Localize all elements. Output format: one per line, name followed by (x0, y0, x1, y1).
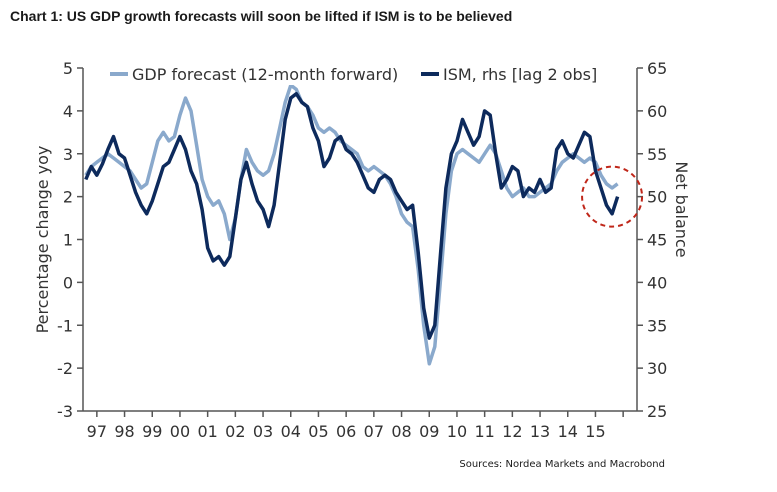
series-group (84, 83, 644, 366)
left-tick-label: 1 (63, 231, 73, 250)
legend-background (105, 63, 615, 85)
x-tick-label: 08 (391, 422, 411, 441)
right-tick-label: 50 (647, 188, 667, 207)
x-tick-label: 99 (142, 422, 162, 441)
left-tick-label: -3 (57, 402, 73, 421)
gdp-forecast-line (84, 83, 619, 366)
x-tick-label: 97 (87, 422, 107, 441)
x-tick-label: 04 (281, 422, 301, 441)
right-tick-label: 55 (647, 145, 667, 164)
right-tick-label: 60 (647, 102, 667, 121)
right-tick-label: 30 (647, 359, 667, 378)
x-tick-label: 00 (170, 422, 190, 441)
left-axis-title: Percentage change yoy (33, 146, 52, 334)
x-tick-label: 14 (558, 422, 578, 441)
right-axis-title: Net balance (672, 161, 691, 257)
left-tick-label: -1 (57, 316, 73, 335)
x-tick-label: 10 (447, 422, 467, 441)
x-tick-label: 13 (530, 422, 550, 441)
highlight-circle (581, 165, 644, 228)
right-tick-label: 40 (647, 273, 667, 292)
left-tick-label: -2 (57, 359, 73, 378)
x-tick-label: 07 (364, 422, 384, 441)
chart-source: Sources: Nordea Markets and Macrobond (459, 459, 665, 470)
left-tick-label: 3 (63, 145, 73, 164)
x-tick-label: 06 (336, 422, 356, 441)
ism-line (84, 91, 620, 340)
x-tick-label: 09 (419, 422, 439, 441)
chart-title: Chart 1: US GDP growth forecasts will so… (10, 8, 513, 24)
x-tick-label: 01 (197, 422, 217, 441)
x-tick-label: 98 (114, 422, 134, 441)
x-tick-label: 05 (308, 422, 328, 441)
right-tick-label: 35 (647, 316, 667, 335)
right-tick-label: 65 (647, 59, 667, 78)
left-tick-label: 0 (63, 273, 73, 292)
x-tick-label: 12 (502, 422, 522, 441)
left-tick-label: 2 (63, 188, 73, 207)
legend-label-gdp: GDP forecast (12-month forward) (132, 65, 398, 84)
legend-label-ism: ISM, rhs [lag 2 obs] (443, 65, 597, 84)
right-tick-label: 45 (647, 231, 667, 250)
x-tick-label: 15 (585, 422, 605, 441)
legend-group: GDP forecast (12-month forward) ISM, rhs … (105, 63, 615, 85)
x-tick-label: 02 (225, 422, 245, 441)
right-tick-label: 25 (647, 402, 667, 421)
left-tick-label: 5 (63, 59, 73, 78)
x-tick-label: 03 (253, 422, 273, 441)
x-tick-label: 11 (474, 422, 494, 441)
left-tick-label: 4 (63, 102, 73, 121)
